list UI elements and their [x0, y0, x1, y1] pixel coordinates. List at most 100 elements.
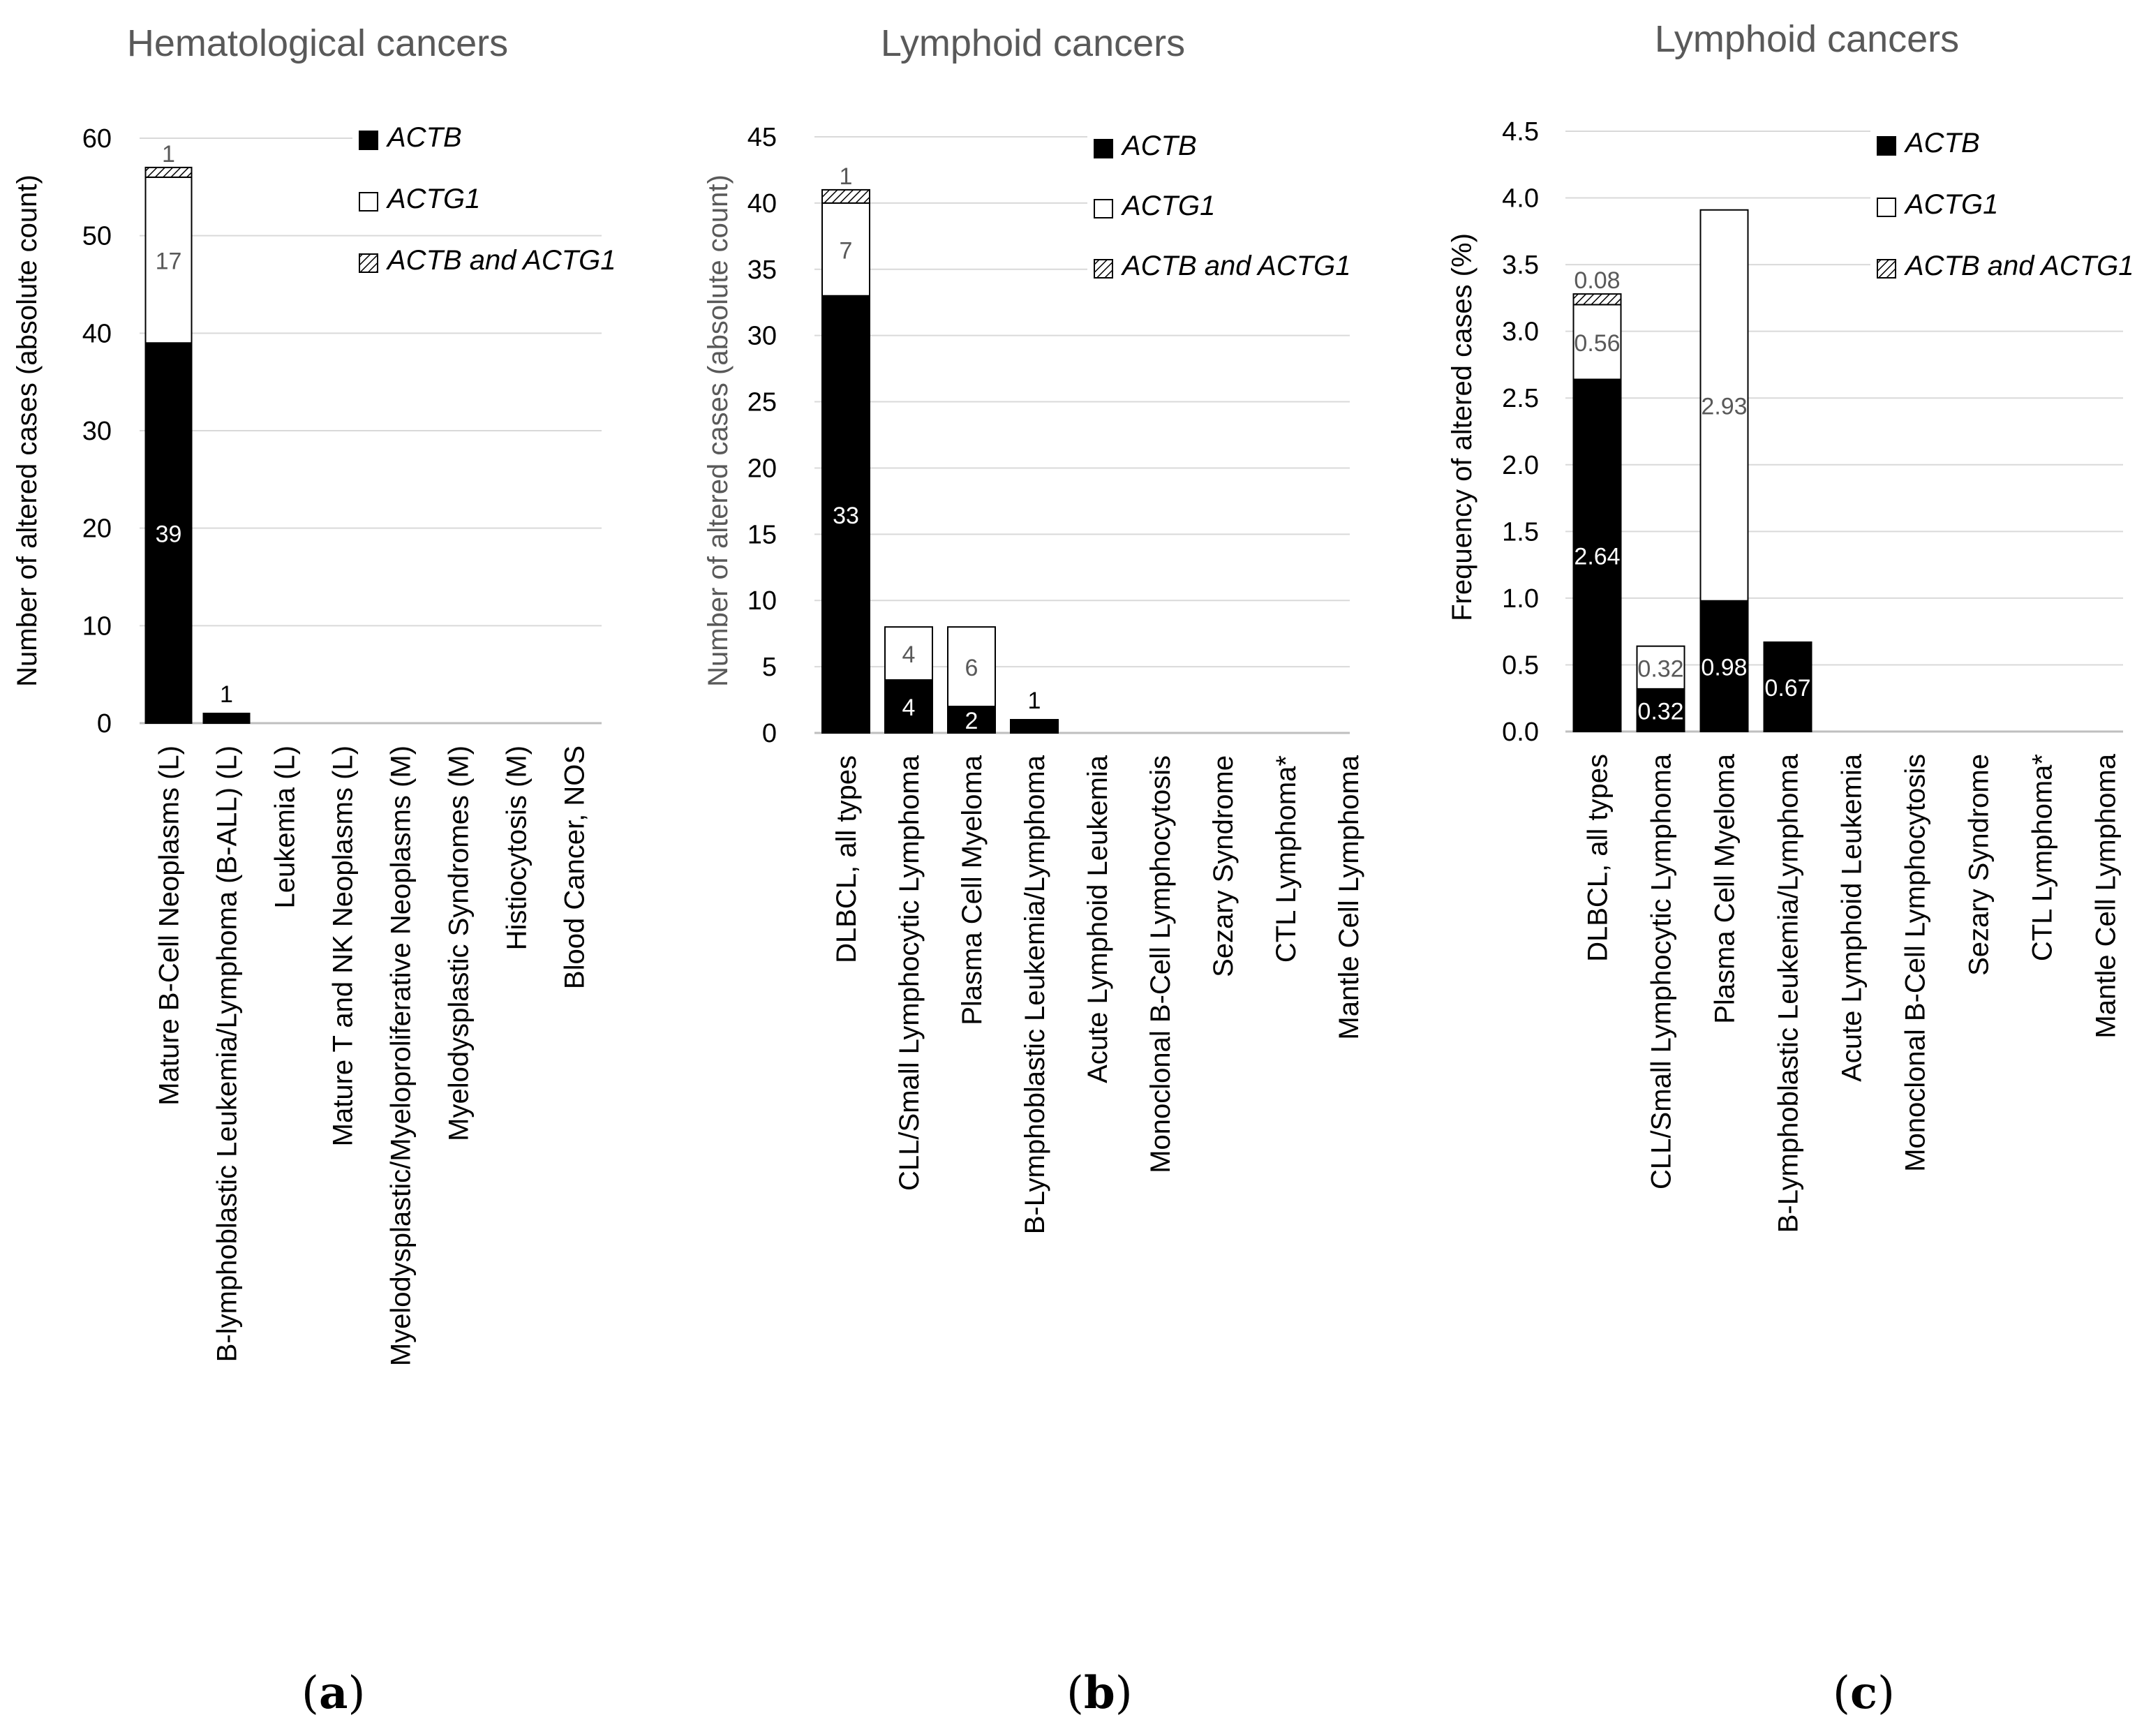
category-label: CLL/Small Lymphocytic Lymphoma	[1646, 753, 1677, 1189]
data-label: 33	[833, 503, 859, 529]
category-label: Plasma Cell Myeloma	[1710, 753, 1741, 1024]
category-label: CTL Lymphoma*	[2027, 754, 2058, 961]
chart-hematological: Hematological cancers Number of altered c…	[12, 22, 625, 1366]
legend-label-actg1: ACTG1	[386, 184, 480, 214]
y-tick-label: 4.5	[1502, 117, 1539, 147]
bar-segment-actb-and-actg1	[821, 188, 870, 204]
data-label: 0.98	[1701, 654, 1747, 681]
category-label: B-Lymphoblastic Leukemia/Lymphoma	[1773, 753, 1804, 1233]
legend-swatch-both	[1094, 259, 1113, 279]
data-label: 1	[840, 163, 853, 190]
data-label: 0.32	[1637, 698, 1683, 725]
bar-segment-actg1	[1572, 304, 1622, 380]
y-tick-label: 3.0	[1502, 318, 1539, 347]
y-tick-label: 0	[762, 719, 777, 748]
category-label: CLL/Small Lymphocytic Lymphoma	[894, 755, 925, 1191]
category-label: DLBCL, all types	[831, 755, 862, 963]
category-label: CTL Lymphoma*	[1271, 755, 1302, 963]
y-tick-label: 40	[82, 319, 112, 348]
data-label: 0.08	[1574, 267, 1620, 294]
legend-bg	[352, 183, 625, 221]
bar-segment-actb	[1699, 600, 1749, 733]
legend-label-actg1: ACTG1	[1904, 189, 1998, 220]
legend-swatch-both	[1877, 259, 1896, 279]
bar-segment-actb	[821, 295, 870, 734]
data-label: 1	[1028, 688, 1041, 714]
y-tick-label: 1.0	[1502, 584, 1539, 614]
y-tick-label: 5	[762, 653, 777, 682]
category-label: Blood Cancer, NOS	[560, 745, 590, 989]
y-tick-label: 0.5	[1502, 651, 1539, 680]
y-tick-label: 50	[82, 222, 112, 251]
y-axis-label: Number of altered cases (absolute count)	[12, 175, 43, 687]
legend-bg	[1870, 188, 2143, 226]
data-label: 0.56	[1574, 330, 1620, 357]
legend-bg	[1087, 190, 1360, 228]
legend-swatch-actg1	[359, 192, 378, 212]
category-label: Mature T and NK Neoplasms (L)	[328, 745, 359, 1146]
legend-bg	[1087, 250, 1360, 288]
y-tick-label: 45	[747, 123, 777, 152]
legend-label-actb: ACTB	[1904, 128, 1980, 158]
y-tick-label: 25	[747, 388, 777, 417]
chart-title: Hematological cancers	[127, 22, 508, 64]
data-label: 6	[965, 655, 978, 681]
legend-label-both: ACTB and ACTG1	[386, 245, 616, 276]
y-tick-label: 10	[747, 586, 777, 616]
legend-label-both: ACTB and ACTG1	[1904, 251, 2134, 281]
category-label: Sezary Syndrome	[1208, 755, 1239, 977]
legend-swatch-actb	[1094, 139, 1113, 158]
category-label: Acute Lymphoid Leukemia	[1837, 753, 1868, 1082]
y-tick-label: 4.0	[1502, 184, 1539, 214]
chart-lymphoid-frequency: Lymphoid cancers Frequency of altered cas…	[1447, 18, 2143, 1233]
y-tick-label: 20	[747, 454, 777, 483]
legend-label-actb: ACTB	[1121, 131, 1197, 161]
bar-segment-actb-and-actg1	[1572, 293, 1622, 306]
category-label: Mantle Cell Lymphoma	[1334, 755, 1364, 1039]
data-label: 1	[162, 141, 175, 168]
category-label: B-lymphoblastic Leukemia/Lymphoma (B-ALL…	[212, 745, 243, 1362]
category-label: Sezary Syndrome	[1964, 754, 1995, 976]
category-label: Mantle Cell Lymphoma	[2091, 753, 2122, 1038]
y-tick-label: 1.5	[1502, 517, 1539, 547]
bar-segment-actb	[202, 713, 251, 724]
legend-swatch-actb	[359, 131, 378, 150]
category-label: Monoclonal B-Cell Lymphocytosis	[1145, 755, 1176, 1173]
legend-label-actb: ACTB	[386, 122, 462, 153]
bar-segment-actb	[1763, 641, 1812, 733]
bar-segment-actb	[144, 342, 193, 724]
y-tick-label: 30	[747, 322, 777, 351]
legend-bg	[352, 121, 625, 159]
legend-bg	[352, 244, 625, 282]
bar-segment-actg1	[144, 176, 193, 344]
y-axis-label: Number of altered cases (absolute count)	[703, 175, 734, 687]
data-label: 2.64	[1574, 544, 1620, 570]
data-label: 1	[220, 681, 233, 708]
legend-swatch-both	[359, 253, 378, 273]
category-label: DLBCL, all types	[1583, 754, 1614, 962]
chart-title: Lymphoid cancers	[1655, 18, 1959, 60]
bar-segment-actg1	[884, 626, 933, 681]
chart-title: Lymphoid cancers	[881, 22, 1185, 64]
y-tick-label: 2.0	[1502, 451, 1539, 480]
category-label: Plasma Cell Myeloma	[957, 755, 988, 1025]
legend-label-actg1: ACTG1	[1121, 191, 1215, 221]
bar-segment-actb	[1636, 688, 1685, 732]
bar-segment-actg1	[1636, 645, 1685, 690]
category-label: Monoclonal B-Cell Lymphocytosis	[1900, 754, 1931, 1172]
bar-segment-actb-and-actg1	[144, 166, 193, 178]
category-label: Leukemia (L)	[270, 745, 301, 908]
y-tick-label: 0.0	[1502, 718, 1539, 747]
y-tick-label: 2.5	[1502, 384, 1539, 413]
legend-swatch-actg1	[1094, 199, 1113, 218]
data-label: 4	[902, 695, 916, 721]
category-label: Mature B-Cell Neoplasms (L)	[154, 745, 185, 1106]
y-tick-label: 10	[82, 611, 112, 641]
legend-bg	[1870, 127, 2143, 165]
y-tick-label: 0	[97, 709, 112, 739]
data-label: 0.67	[1764, 675, 1810, 702]
legend-bg	[1087, 130, 1360, 168]
legend-swatch-actb	[1877, 136, 1896, 156]
y-tick-label: 60	[82, 124, 112, 154]
